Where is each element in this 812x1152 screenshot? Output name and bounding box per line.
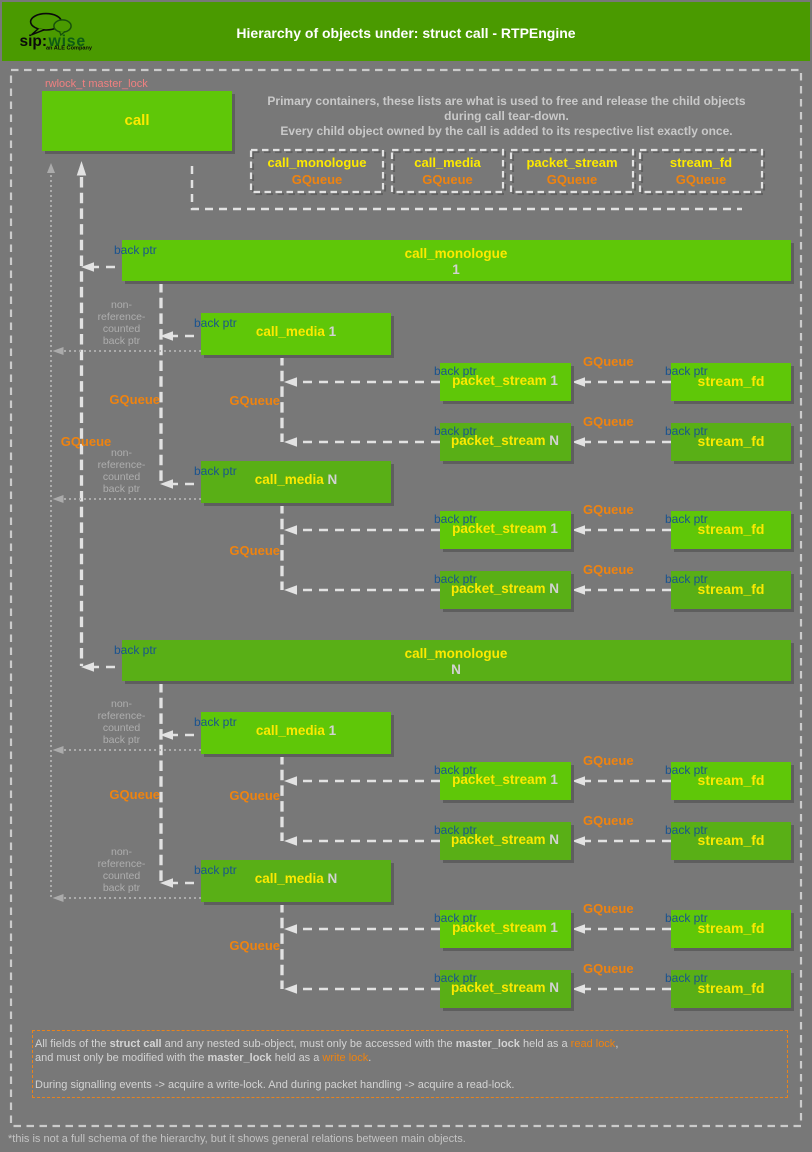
svg-text:sip:: sip: — [20, 33, 48, 50]
svg-text:wise: wise — [48, 33, 86, 50]
svg-text:an ALE Company: an ALE Company — [46, 46, 93, 52]
